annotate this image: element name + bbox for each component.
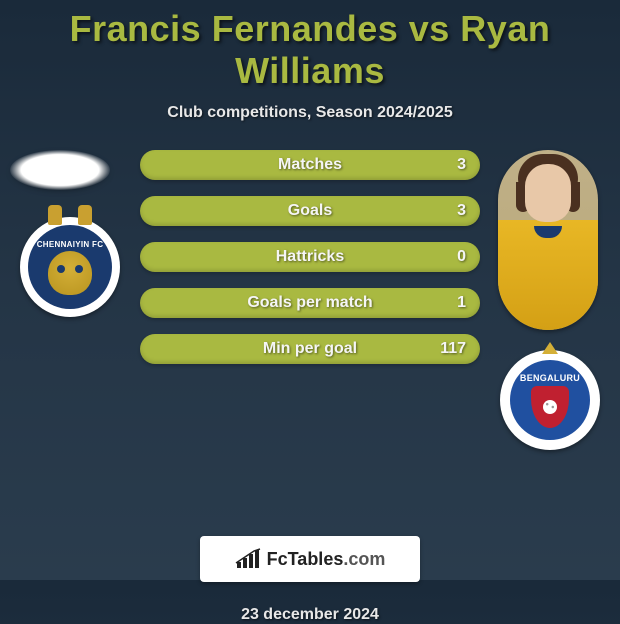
subtitle: Club competitions, Season 2024/2025 xyxy=(0,104,620,122)
stat-right-value: 0 xyxy=(457,248,466,266)
stat-rows: Matches 3 Goals 3 Hattricks 0 Goals per … xyxy=(140,150,480,380)
stat-row-matches: Matches 3 xyxy=(140,150,480,180)
stat-right-value: 3 xyxy=(457,156,466,174)
player2-head xyxy=(525,164,571,222)
stat-label: Goals xyxy=(288,202,332,220)
generated-date: 23 december 2024 xyxy=(0,606,620,624)
stat-label: Min per goal xyxy=(263,340,357,358)
comparison-area: CHENNAIYIN FC Matches 3 Goals 3 Hattrick… xyxy=(0,150,620,450)
stat-right-value: 3 xyxy=(457,202,466,220)
stat-row-gpm: Goals per match 1 xyxy=(140,288,480,318)
stat-row-goals: Goals 3 xyxy=(140,196,480,226)
player1-photo xyxy=(10,150,110,190)
stat-right-value: 1 xyxy=(457,294,466,312)
stat-label: Matches xyxy=(278,156,342,174)
player2-club-logo: BENGALURU xyxy=(500,350,600,450)
bar-chart-icon xyxy=(235,548,261,570)
page-title: Francis Fernandes vs Ryan Williams xyxy=(0,0,620,92)
stat-right-value: 117 xyxy=(440,340,466,358)
chennaiyin-mask-icon xyxy=(48,251,92,295)
stat-row-hattricks: Hattricks 0 xyxy=(140,242,480,272)
stat-label: Hattricks xyxy=(276,248,344,266)
player2-club-name: BENGALURU xyxy=(520,373,580,383)
player1-club-name: CHENNAIYIN FC xyxy=(37,240,104,249)
stat-row-mpg: Min per goal 117 xyxy=(140,334,480,364)
site-branding[interactable]: FcTables.com xyxy=(200,536,420,582)
player2-jersey xyxy=(498,220,598,330)
player1-club-logo: CHENNAIYIN FC xyxy=(20,205,120,320)
bengaluru-shield-icon xyxy=(531,386,569,428)
site-name: FcTables.com xyxy=(267,549,386,570)
player2-photo xyxy=(498,150,598,330)
stat-label: Goals per match xyxy=(247,294,372,312)
